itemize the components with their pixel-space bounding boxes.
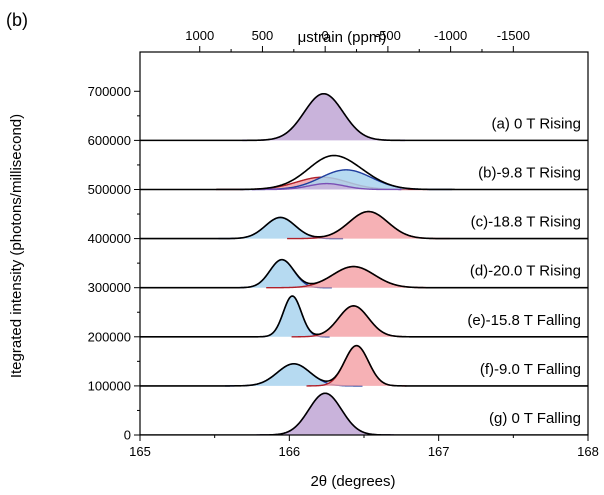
x-tick-label: 168 (577, 444, 599, 459)
y-tick-label: 100000 (88, 378, 131, 393)
y-tick-label: 200000 (88, 329, 131, 344)
trace-label-1: (b)-9.8 T Rising (478, 164, 581, 181)
trace-5 (140, 344, 588, 387)
top-tick-label: -500 (375, 28, 401, 43)
x-tick-label: 166 (278, 444, 300, 459)
trace-label-6: (g) 0 T Falling (489, 410, 581, 427)
trace-2 (140, 210, 588, 240)
trace-label-5: (f)-9.0 T Falling (480, 361, 581, 378)
peak-area-purple (252, 183, 402, 190)
trace-4 (140, 295, 588, 338)
peak-area-red (291, 305, 417, 337)
total-profile-line (140, 258, 588, 289)
panel-label: (b) (6, 10, 28, 30)
total-profile-line (140, 344, 588, 387)
peak-area-blue (240, 169, 453, 190)
y-tick-label: 300000 (88, 280, 131, 295)
y-tick-label: 700000 (88, 84, 131, 99)
trace-label-3: (d)-20.0 T Rising (470, 263, 581, 280)
trace-6 (140, 392, 588, 435)
trace-labels: (a) 0 T Rising (b)-9.8 T Rising (c)-18.8 T… (467, 115, 581, 427)
peak-area-purple (242, 93, 406, 141)
peak-area-blue (254, 296, 330, 337)
top-tick-label: -1000 (434, 28, 467, 43)
total-profile-line (140, 295, 588, 338)
y-tick-label: 0 (124, 428, 131, 443)
top-tick-label: 0 (322, 28, 329, 43)
x-axis-title: 2θ (degrees) (310, 473, 395, 490)
y-axis-title: Itegrated intensity (photons/millisecond… (8, 114, 25, 378)
peak-area-red (266, 266, 441, 288)
peak-area-blue (225, 363, 363, 386)
axes: 165 166 167 168 1000 500 0 -500 -1000 -1500 0 10000… (88, 28, 599, 459)
total-profile-line (140, 392, 588, 435)
peak-area-blue (218, 217, 344, 239)
total-profile-line (140, 210, 588, 240)
y-tick-label: 600000 (88, 133, 131, 148)
peak-outline-purple (252, 182, 402, 191)
peak-area-blue (231, 259, 332, 288)
top-tick-label: 1000 (185, 28, 214, 43)
peak-area-red (287, 211, 450, 239)
top-tick-label: 500 (252, 28, 274, 43)
x-tick-label: 165 (129, 444, 151, 459)
x-tick-label: 167 (428, 444, 450, 459)
trace-1 (140, 154, 588, 191)
plot-area (140, 92, 588, 435)
y-tick-label: 400000 (88, 231, 131, 246)
trace-label-0: (a) 0 T Rising (492, 115, 581, 132)
top-axis-title: μstrain (ppm) (298, 29, 387, 46)
trace-0 (140, 92, 588, 142)
total-profile-line (140, 92, 588, 142)
trace-3 (140, 258, 588, 289)
y-tick-label: 500000 (88, 182, 131, 197)
trace-label-4: (e)-15.8 T Falling (467, 312, 581, 329)
peak-area-purple (256, 393, 394, 435)
total-profile-line (140, 154, 588, 191)
trace-label-2: (c)-18.8 T Rising (471, 214, 581, 231)
peak-area-red (306, 345, 407, 386)
top-tick-label: -1500 (497, 28, 530, 43)
